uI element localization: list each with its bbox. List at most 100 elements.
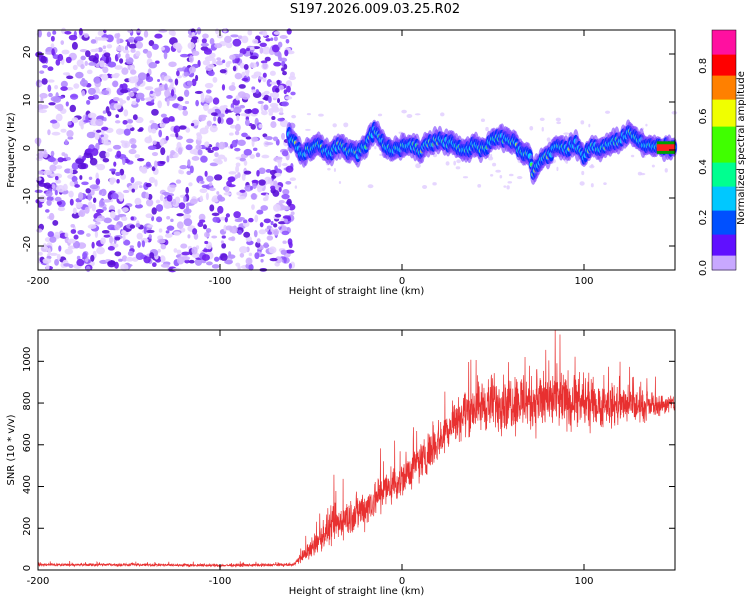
noise-blob [166,194,173,202]
spec-ytick-label: -10 [22,188,33,204]
noise-blob [254,214,259,223]
noise-blob [194,258,203,266]
colorbar-swatch [712,219,736,223]
noise-blob [284,49,289,57]
noise-blob [148,176,156,184]
noise-blob [110,193,119,200]
noise-blob [262,72,267,78]
noise-blob [99,150,108,159]
noise-blob [281,230,290,236]
noise-blob [274,156,283,160]
noise-blob [50,43,55,49]
colorbar-swatch [712,111,736,115]
noise-blob [164,233,173,238]
noise-blob [265,169,272,173]
noise-blob [148,234,152,239]
noise-blob [212,76,218,83]
noise-blob [222,59,226,64]
noise-blob [367,184,374,189]
noise-blob [87,112,97,119]
noise-blob [278,199,285,204]
noise-blob [286,28,292,35]
noise-blob [202,60,211,66]
noise-blob [105,151,110,158]
noise-blob [163,51,168,60]
noise-blob [256,209,264,215]
noise-blob [225,61,231,68]
noise-blob [251,108,259,115]
noise-blob [152,140,157,145]
noise-blob [102,199,112,203]
noise-blob [282,215,291,220]
noise-blob [47,84,52,92]
noise-blob [99,60,105,68]
noise-blob [203,48,213,55]
noise-blob [37,251,43,256]
noise-blob [248,217,254,223]
noise-blob [192,228,198,235]
noise-blob [217,194,223,201]
noise-blob [651,164,655,168]
noise-blob [47,231,55,238]
noise-blob [242,219,248,224]
noise-blob [183,89,190,98]
noise-blob [157,238,166,244]
noise-blob [555,117,561,122]
noise-blob [121,67,129,75]
page-title: S197.2026.009.03.25.R02 [289,2,461,17]
noise-blob [225,42,233,49]
noise-blob [55,113,63,122]
noise-blob [116,150,122,158]
noise-blob [258,123,263,129]
noise-blob [277,52,282,60]
noise-blob [122,234,126,242]
noise-blob [250,192,257,200]
noise-blob [60,80,68,88]
noise-blob [91,241,95,249]
noise-blob [228,85,236,91]
noise-blob [212,216,220,223]
noise-blob [263,242,269,249]
noise-blob [257,185,263,193]
noise-blob [119,58,124,64]
noise-blob [55,59,61,66]
colorbar-swatch [712,93,736,97]
noise-blob [109,235,114,244]
noise-blob [195,99,199,107]
noise-blob [165,204,173,209]
noise-blob [101,230,110,234]
colorbar-swatch [712,69,736,73]
noise-blob [279,107,284,114]
noise-blob [110,210,116,219]
noise-blob [37,203,43,208]
noise-blob [47,79,55,83]
noise-blob [92,197,97,203]
noise-blob [145,192,150,200]
noise-blob [185,186,189,194]
colorbar-swatch [712,129,736,133]
noise-blob [226,180,232,187]
noise-blob [54,176,59,181]
noise-blob [203,103,209,111]
noise-blob [154,179,158,187]
noise-blob [176,141,182,150]
noise-blob [249,154,256,159]
noise-blob [455,166,461,170]
noise-blob [60,40,65,45]
noise-blob [69,104,77,113]
noise-blob [103,217,112,224]
noise-blob [107,246,115,251]
noise-blob [453,160,457,166]
noise-blob [85,114,89,123]
colorbar-swatch [712,96,736,100]
noise-blob [122,189,130,194]
noise-blob [281,67,285,72]
noise-blob [44,237,51,243]
spec-ytick-label: 20 [22,46,33,59]
noise-blob [206,120,212,127]
noise-blob [145,86,151,91]
noise-blob [252,38,259,44]
noise-blob [106,44,113,49]
noise-blob [208,182,213,187]
noise-blob [75,201,83,208]
